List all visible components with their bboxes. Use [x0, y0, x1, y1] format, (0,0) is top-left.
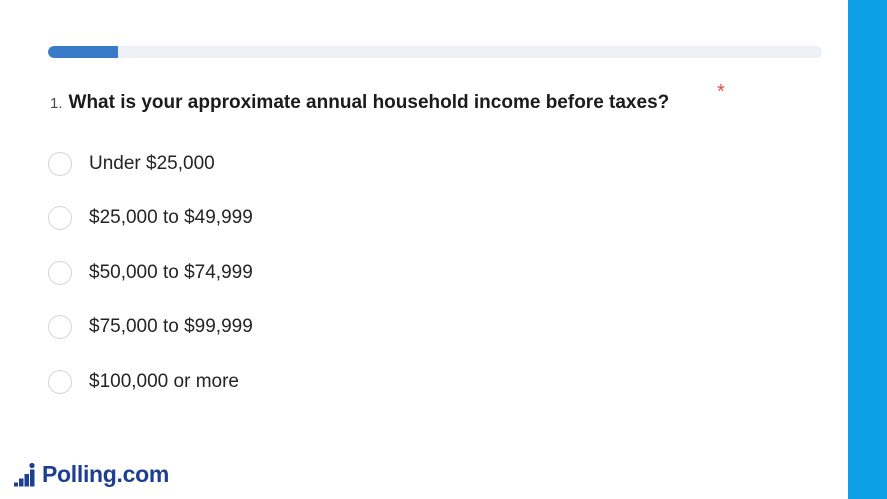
- option-label[interactable]: Under $25,000: [89, 153, 215, 174]
- progress-bar-fill: [48, 46, 118, 58]
- radio-button[interactable]: [48, 315, 72, 339]
- brand-logo: Polling.com: [14, 461, 169, 488]
- required-indicator: *: [717, 81, 725, 103]
- progress-bar: [48, 46, 822, 58]
- question-text: What is your approximate annual househol…: [68, 92, 670, 113]
- radio-option-25000-49999[interactable]: $25,000 to $49,999: [48, 206, 253, 230]
- radio-button[interactable]: [48, 206, 72, 230]
- radio-option-75000-99999[interactable]: $75,000 to $99,999: [48, 315, 253, 339]
- option-label[interactable]: $75,000 to $99,999: [89, 316, 253, 337]
- radio-option-50000-74999[interactable]: $50,000 to $74,999: [48, 261, 253, 285]
- stairs-person-icon: [14, 462, 35, 486]
- brand-name: Polling.com: [42, 461, 170, 487]
- option-label[interactable]: $50,000 to $74,999: [89, 262, 253, 283]
- radio-button[interactable]: [48, 152, 72, 176]
- side-accent-band: [848, 0, 887, 499]
- question-number: 1.: [50, 95, 63, 112]
- question-1: 1. What is your approximate annual house…: [50, 92, 669, 114]
- radio-option-under-25000[interactable]: Under $25,000: [48, 152, 215, 176]
- radio-button[interactable]: [48, 261, 72, 285]
- radio-button[interactable]: [48, 370, 72, 394]
- option-label[interactable]: $100,000 or more: [89, 371, 239, 392]
- option-label[interactable]: $25,000 to $49,999: [89, 207, 253, 228]
- radio-option-100000-or-more[interactable]: $100,000 or more: [48, 370, 239, 394]
